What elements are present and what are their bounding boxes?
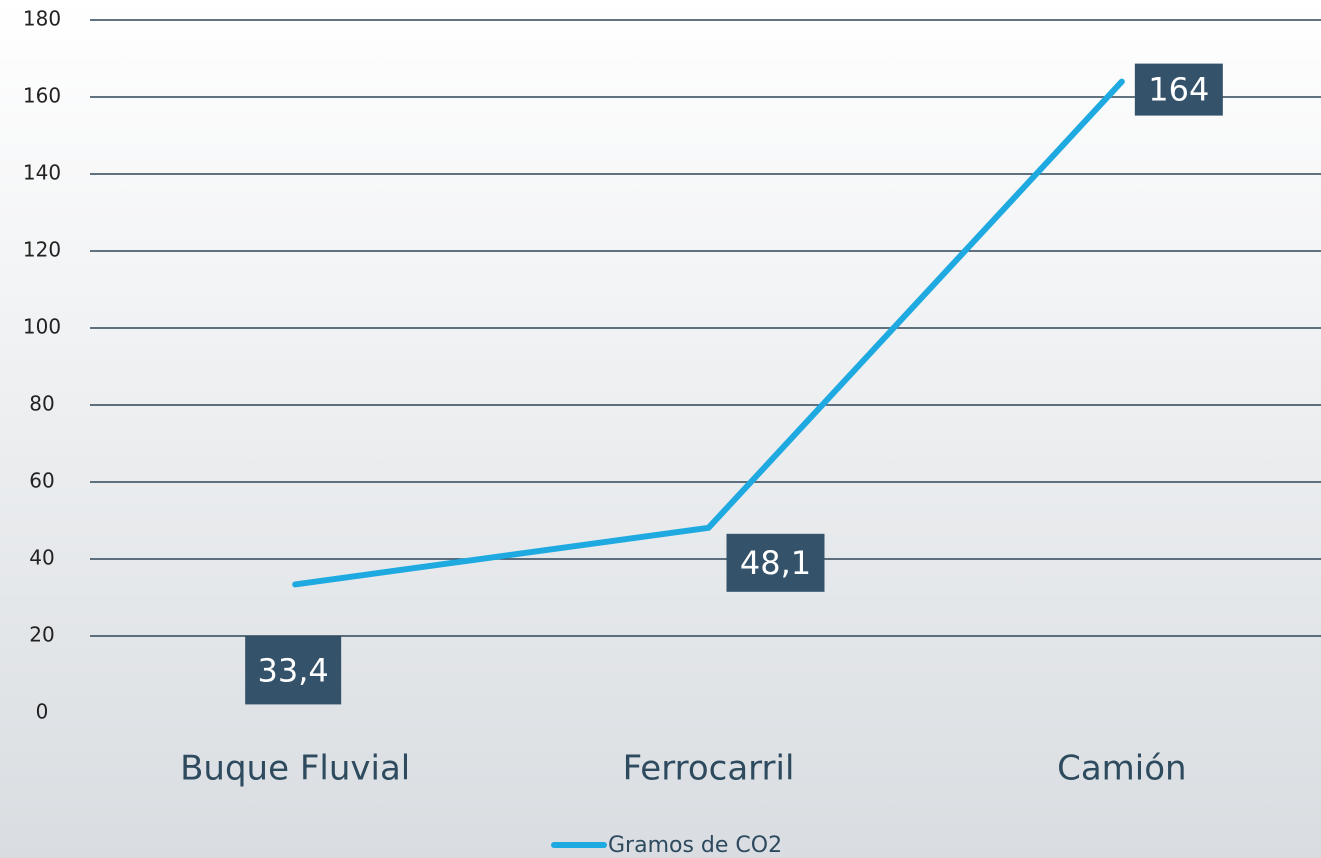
line bbox=[292, 78, 1125, 588]
grid bbox=[90, 19, 1321, 637]
data-label-box bbox=[1134, 63, 1223, 116]
x-tick-label: Buque Fluvial bbox=[180, 749, 410, 789]
plot: 33,4 48,1 164 bbox=[245, 63, 1223, 705]
y-tick-label: 80 bbox=[29, 392, 54, 416]
data-label: 48,1 bbox=[740, 544, 811, 582]
data-label-box bbox=[245, 636, 342, 705]
x-tick-label: Ferrocarril bbox=[623, 749, 795, 789]
y-tick-label: 100 bbox=[23, 315, 61, 339]
x-tick-label: Camión bbox=[1057, 749, 1187, 789]
y-tick-label: 0 bbox=[36, 700, 49, 724]
legend-label: Gramos de CO2 bbox=[608, 833, 782, 858]
y-tick-label: 160 bbox=[23, 84, 61, 108]
y-tick-label: 60 bbox=[29, 469, 54, 493]
y-tick-label: 180 bbox=[23, 7, 61, 31]
y-tick-label: 140 bbox=[23, 161, 61, 185]
y-tick-label: 40 bbox=[29, 546, 54, 570]
y-tick-label: 20 bbox=[29, 623, 54, 647]
data-label: 33,4 bbox=[258, 651, 329, 689]
data-label-box bbox=[726, 533, 825, 592]
y-tick-label: 120 bbox=[23, 238, 61, 262]
data-label: 164 bbox=[1148, 71, 1209, 109]
